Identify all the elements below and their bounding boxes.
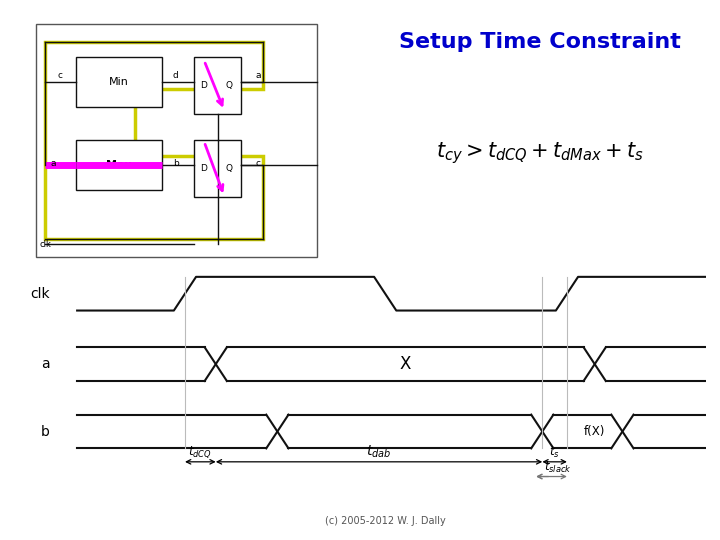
Text: clk: clk: [40, 240, 51, 249]
Text: Max: Max: [106, 160, 132, 170]
Text: X: X: [400, 355, 411, 373]
Bar: [76, 57, 162, 107]
Bar: [194, 57, 241, 114]
Text: $t_{slack}$: $t_{slack}$: [544, 460, 572, 475]
Text: $t_{dCQ}$: $t_{dCQ}$: [189, 444, 212, 460]
Text: Min: Min: [109, 77, 129, 87]
Text: Setup Time Constraint: Setup Time Constraint: [399, 31, 681, 51]
Text: $t_{cy} > t_{dCQ} + t_{dMax} + t_s$: $t_{cy} > t_{dCQ} + t_{dMax} + t_s$: [436, 140, 644, 166]
Text: D: D: [200, 164, 207, 173]
Text: d: d: [173, 71, 179, 80]
Text: (c) 2005-2012 W. J. Dally: (c) 2005-2012 W. J. Dally: [325, 516, 446, 525]
Text: Q: Q: [225, 164, 232, 173]
Text: D: D: [200, 82, 207, 91]
Text: b: b: [173, 159, 179, 168]
Text: clk: clk: [30, 287, 50, 301]
Text: a: a: [41, 357, 50, 371]
Bar: [76, 140, 162, 190]
Text: f(X): f(X): [584, 425, 606, 438]
Text: Q: Q: [225, 82, 232, 91]
Text: a: a: [256, 71, 261, 80]
Bar: [194, 140, 241, 198]
Text: b: b: [40, 424, 50, 438]
Text: a: a: [50, 159, 56, 168]
Text: c: c: [256, 159, 261, 168]
Text: c: c: [58, 71, 63, 80]
Text: $t_s$: $t_s$: [549, 445, 560, 460]
Text: $t_{dab}$: $t_{dab}$: [366, 443, 392, 460]
